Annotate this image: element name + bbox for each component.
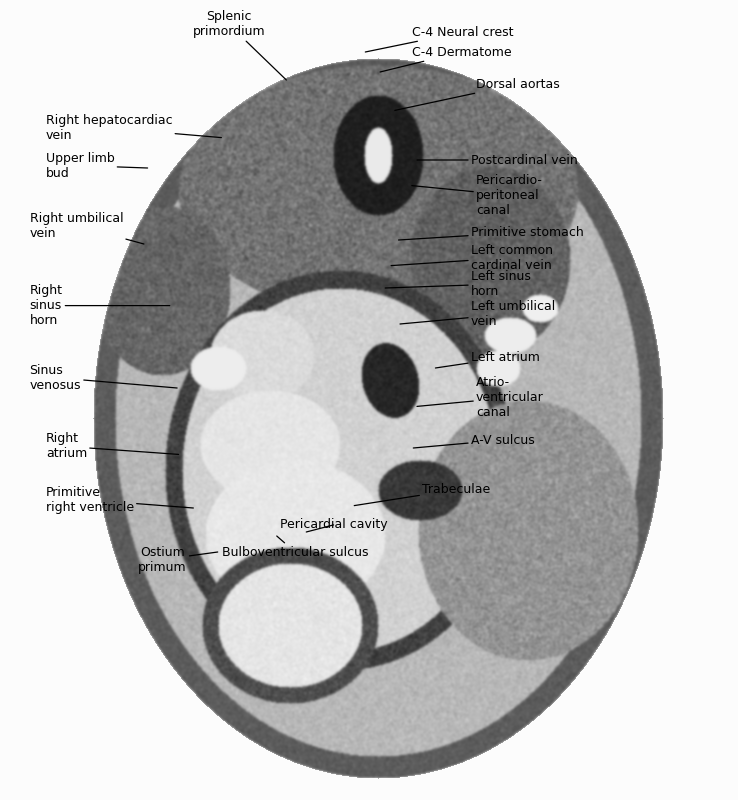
Text: Upper limb
bud: Upper limb bud bbox=[46, 152, 148, 180]
Text: Dorsal aortas: Dorsal aortas bbox=[395, 78, 559, 110]
Text: Ostium
primum: Ostium primum bbox=[138, 546, 218, 574]
Text: Trabeculae: Trabeculae bbox=[354, 483, 490, 506]
Text: Splenic
primordium: Splenic primordium bbox=[193, 10, 286, 80]
Text: C-4 Dermatome: C-4 Dermatome bbox=[380, 46, 511, 72]
Text: Primitive stomach: Primitive stomach bbox=[399, 226, 584, 240]
Text: Left common
cardinal vein: Left common cardinal vein bbox=[391, 243, 553, 271]
Text: Left sinus
horn: Left sinus horn bbox=[385, 270, 531, 298]
Text: Postcardinal vein: Postcardinal vein bbox=[417, 154, 578, 166]
Text: Atrio-
ventricular
canal: Atrio- ventricular canal bbox=[417, 376, 544, 419]
Text: Right umbilical
vein: Right umbilical vein bbox=[30, 212, 144, 244]
Text: Pericardial cavity: Pericardial cavity bbox=[280, 518, 387, 532]
Text: Pericardio-
peritoneal
canal: Pericardio- peritoneal canal bbox=[412, 174, 543, 217]
Text: Right
atrium: Right atrium bbox=[46, 432, 179, 460]
Text: C-4 Neural crest: C-4 Neural crest bbox=[365, 26, 514, 52]
Text: A-V sulcus: A-V sulcus bbox=[413, 434, 534, 448]
Text: Right
sinus
horn: Right sinus horn bbox=[30, 284, 170, 327]
Text: Left atrium: Left atrium bbox=[435, 351, 539, 368]
Text: Primitive
right ventricle: Primitive right ventricle bbox=[46, 486, 193, 514]
Text: Sinus
venosus: Sinus venosus bbox=[30, 363, 177, 391]
Text: Bulboventricular sulcus: Bulboventricular sulcus bbox=[222, 536, 368, 558]
Text: Right hepatocardiac
vein: Right hepatocardiac vein bbox=[46, 114, 221, 142]
Text: Left umbilical
vein: Left umbilical vein bbox=[400, 300, 555, 328]
